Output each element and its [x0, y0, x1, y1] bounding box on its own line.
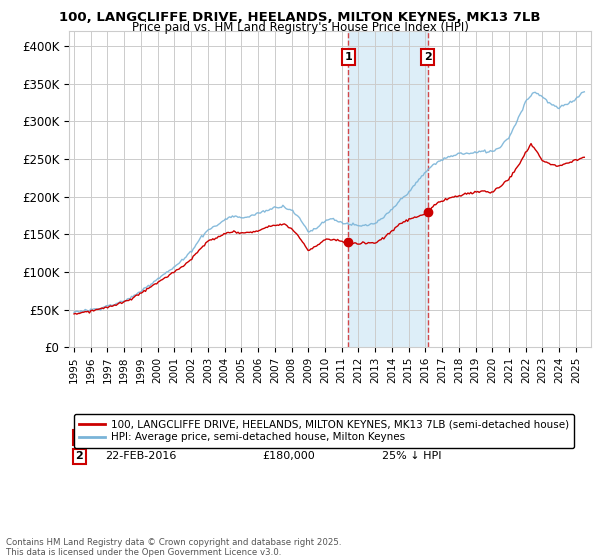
- Text: 1: 1: [76, 432, 83, 442]
- Bar: [348, 31, 428, 347]
- Text: £139,995: £139,995: [262, 432, 315, 442]
- Text: 22-FEB-2016: 22-FEB-2016: [106, 451, 177, 461]
- Text: 25% ↓ HPI: 25% ↓ HPI: [382, 451, 442, 461]
- Text: 23-MAY-2011: 23-MAY-2011: [106, 432, 178, 442]
- Text: 1: 1: [344, 52, 352, 62]
- Legend: 100, LANGCLIFFE DRIVE, HEELANDS, MILTON KEYNES, MK13 7LB (semi-detached house), : 100, LANGCLIFFE DRIVE, HEELANDS, MILTON …: [74, 414, 574, 447]
- Text: 2: 2: [424, 52, 431, 62]
- Text: Price paid vs. HM Land Registry's House Price Index (HPI): Price paid vs. HM Land Registry's House …: [131, 21, 469, 34]
- Text: 11% ↓ HPI: 11% ↓ HPI: [382, 432, 442, 442]
- Text: 2: 2: [76, 451, 83, 461]
- Text: 100, LANGCLIFFE DRIVE, HEELANDS, MILTON KEYNES, MK13 7LB: 100, LANGCLIFFE DRIVE, HEELANDS, MILTON …: [59, 11, 541, 24]
- Text: £180,000: £180,000: [262, 451, 315, 461]
- Text: Contains HM Land Registry data © Crown copyright and database right 2025.
This d: Contains HM Land Registry data © Crown c…: [6, 538, 341, 557]
